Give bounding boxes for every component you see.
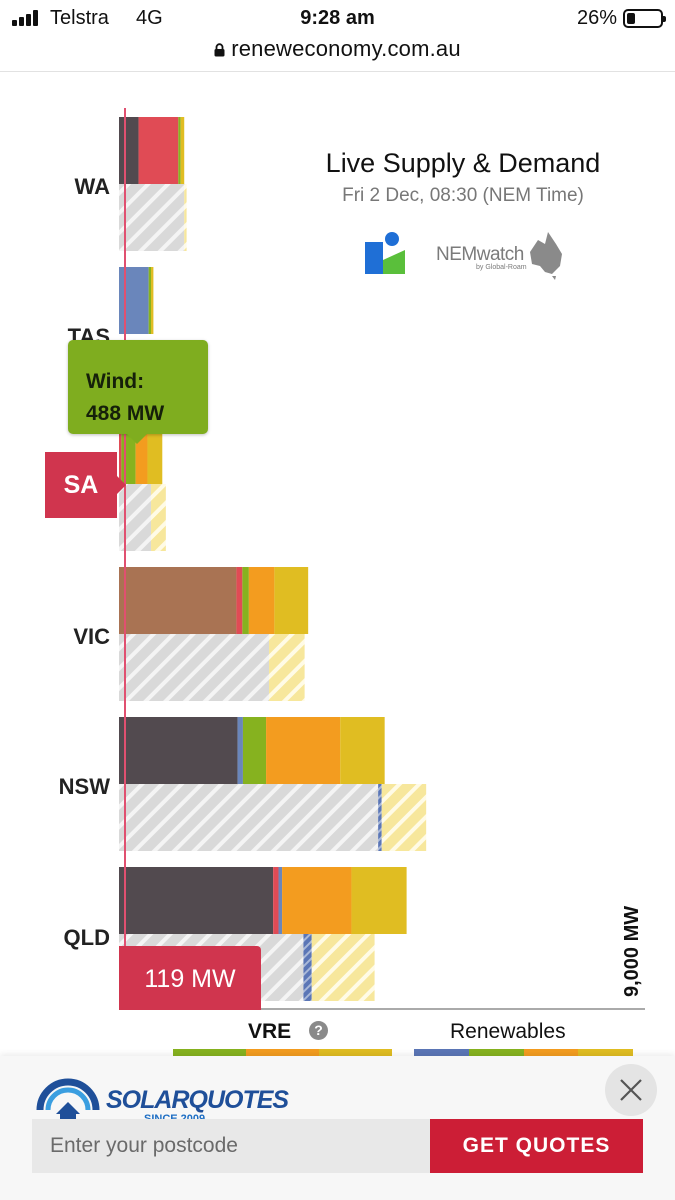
postcode-input[interactable]	[32, 1119, 430, 1173]
supply-bar-wa-coal[interactable]	[119, 117, 139, 184]
chart-subtitle: Fri 2 Dec, 08:30 (NEM Time)	[342, 185, 584, 206]
address-bar[interactable]: reneweconomy.com.au	[0, 36, 675, 72]
battery-percentage: 26%	[576, 7, 617, 29]
demand-bar-wa-grid[interactable]	[119, 184, 185, 251]
tooltip-label: Wind:	[86, 370, 145, 393]
demand-bar-wa-rooftop[interactable]	[184, 184, 187, 251]
wind-tooltip: Wind: 488 MW	[68, 340, 208, 444]
supply-bar-qld-hydro[interactable]	[278, 867, 283, 934]
value-tag: 119 MW	[119, 946, 261, 1010]
tooltip-value: 488 MW	[86, 402, 165, 425]
signal-strength-icon	[12, 10, 42, 26]
ad-banner: SOLARQUOTES SINCE 2009 GET QUOTES	[0, 1056, 675, 1200]
solarquotes-logo[interactable]: SOLARQUOTES SINCE 2009	[36, 1066, 289, 1125]
reneweconomy-logo-icon	[365, 232, 405, 274]
supply-bar-nsw-hydro[interactable]	[237, 717, 243, 784]
renewables-swatch-bar	[414, 1049, 633, 1056]
axis-max-label: 9,000 MW	[621, 906, 643, 997]
region-tag-sa: SA	[45, 452, 126, 518]
renewables-label: Renewables	[450, 1020, 566, 1043]
supply-bar-wa-gas[interactable]	[138, 117, 179, 184]
supply-bar-wa-utility-solar[interactable]	[180, 117, 185, 184]
australia-map-icon	[530, 232, 562, 280]
vre-label: VRE	[248, 1020, 292, 1043]
vre-swatch-bar	[173, 1049, 392, 1056]
svg-text:by Global-Roam: by Global-Roam	[476, 264, 527, 271]
demand-bar-sa-grid[interactable]	[119, 484, 152, 551]
url-text: reneweconomy.com.au	[231, 36, 461, 61]
legend: VRE ? Renewables	[0, 1010, 675, 1056]
region-label-qld: QLD	[64, 925, 110, 950]
network-type: 4G	[136, 7, 163, 29]
chart-title: Live Supply & Demand	[326, 148, 601, 178]
supply-bar-qld-coal[interactable]	[119, 867, 274, 934]
supply-bar-qld-rooftop-pv[interactable]	[282, 867, 352, 934]
region-label-vic: VIC	[73, 624, 110, 649]
get-quotes-button[interactable]: GET QUOTES	[430, 1119, 643, 1173]
supply-bar-nsw-rooftop-pv[interactable]	[266, 717, 341, 784]
close-icon	[620, 1079, 642, 1101]
supply-bar-vic-utility-solar[interactable]	[274, 567, 309, 634]
demand-bar-nsw-grid[interactable]	[119, 784, 379, 851]
status-bar: Telstra 4G 9:28 am 26%	[0, 0, 675, 36]
demand-bar-nsw-rooftop[interactable]	[381, 784, 427, 851]
demand-bar-qld-hydro[interactable]	[303, 934, 312, 1001]
supply-bar-nsw-coal[interactable]	[119, 717, 238, 784]
nemwatch-logo: NEMwatch by Global-Roam	[436, 232, 562, 280]
supply-bar-vic-wind[interactable]	[242, 567, 249, 634]
supply-bar-wa-wind[interactable]	[178, 117, 181, 184]
solar-house-icon	[36, 1078, 100, 1120]
supply-demand-chart: Live Supply & Demand Fri 2 Dec, 08:30 (N…	[59, 108, 645, 1010]
demand-bar-vic-grid[interactable]	[119, 634, 270, 701]
supply-bar-qld-utility-solar[interactable]	[351, 867, 407, 934]
clock: 9:28 am	[300, 7, 375, 29]
lock-icon	[214, 43, 225, 57]
carrier-name: Telstra	[50, 7, 109, 29]
demand-bar-vic-rooftop[interactable]	[269, 634, 305, 701]
demand-bar-sa-rooftop[interactable]	[151, 484, 166, 551]
supply-bar-vic-rooftop-pv[interactable]	[248, 567, 275, 634]
help-icon[interactable]: ?	[309, 1021, 328, 1040]
brand-name: SOLARQUOTES	[106, 1086, 289, 1114]
supply-bar-tas-utility-solar[interactable]	[151, 267, 154, 334]
close-ad-button[interactable]	[605, 1064, 657, 1116]
supply-bar-tas-wind[interactable]	[148, 267, 152, 334]
supply-bar-sa-gas[interactable]	[119, 417, 122, 484]
demand-bar-qld-rooftop[interactable]	[311, 934, 375, 1001]
supply-bar-vic-gas[interactable]	[236, 567, 243, 634]
supply-bar-nsw-wind[interactable]	[242, 717, 267, 784]
supply-bar-sa-rooftop-pv[interactable]	[135, 417, 148, 484]
region-label-nsw: NSW	[59, 774, 111, 799]
supply-bar-qld-gas[interactable]	[273, 867, 279, 934]
battery-icon	[623, 9, 666, 28]
supply-bar-nsw-utility-solar[interactable]	[340, 717, 385, 784]
demand-bar-nsw-hydro[interactable]	[378, 784, 382, 851]
supply-bar-vic-brown-coal[interactable]	[119, 567, 237, 634]
supply-bar-tas-hydro[interactable]	[119, 267, 149, 334]
svg-text:NEMwatch: NEMwatch	[436, 244, 524, 265]
region-label-wa: WA	[75, 174, 111, 199]
